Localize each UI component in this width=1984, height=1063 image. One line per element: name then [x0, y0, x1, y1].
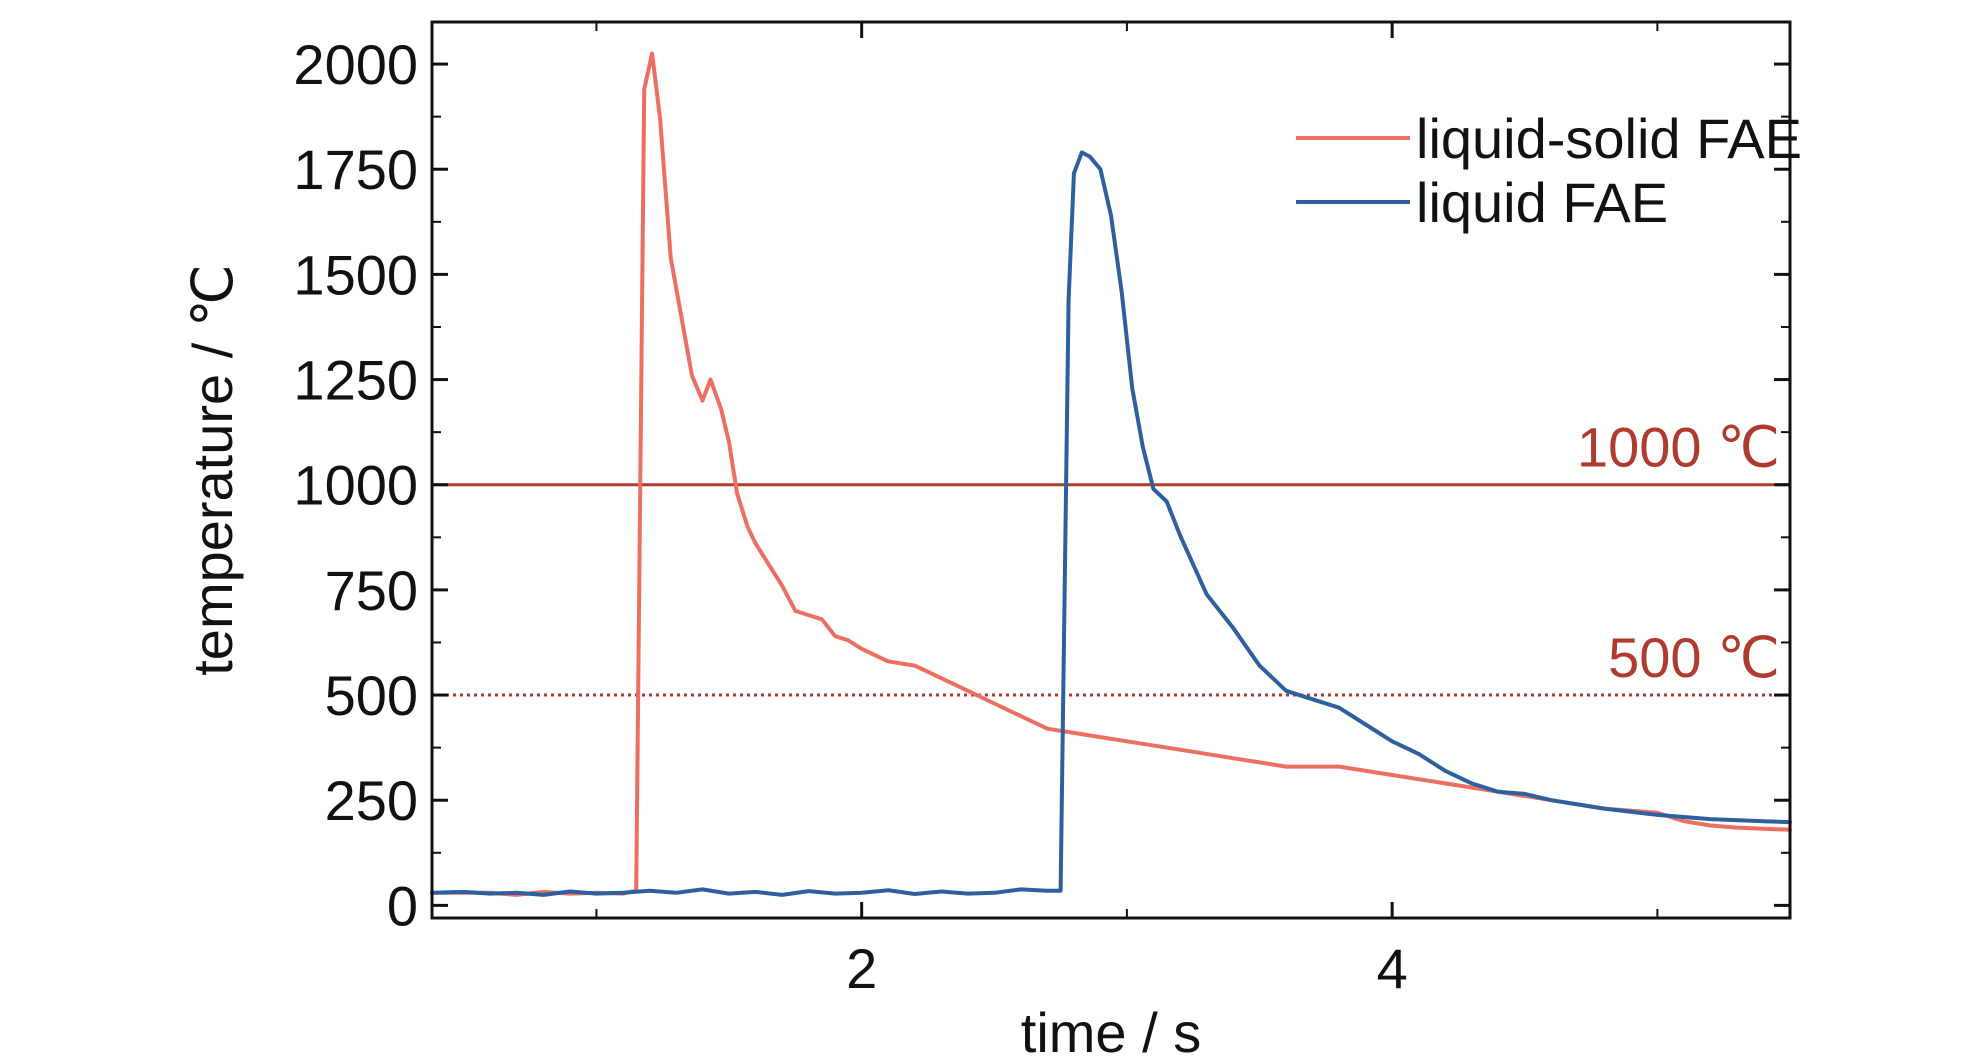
y-tick-label: 250: [325, 769, 418, 832]
reference-line-labels: 1000 ℃ 500 ℃: [1577, 416, 1780, 689]
y-tick-label: 1750: [293, 138, 418, 201]
y-tick-label: 1250: [293, 349, 418, 412]
x-axis-title: time / s: [1021, 1001, 1201, 1063]
x-tick-label: 2: [846, 937, 877, 1000]
series-layer: [430, 51, 1792, 897]
reference-lines: [432, 483, 1790, 697]
y-tick-label: 2000: [293, 33, 418, 96]
series-line-1: [430, 150, 1792, 897]
plot-frame: [430, 20, 1792, 920]
x-tick-label: 4: [1377, 937, 1408, 1000]
series-line-0: [430, 51, 1792, 897]
y-tick-label: 1000: [293, 454, 418, 517]
y-tick-label: 500: [325, 664, 418, 727]
axis-ticks: 0 250 500 750 1000 1250 1500 1750 2000 2 4: [293, 22, 1790, 1000]
y-axis-title: temperature / ℃: [181, 264, 244, 676]
y-tick-label: 750: [325, 559, 418, 622]
legend-label: liquid FAE: [1416, 171, 1668, 234]
y-tick-label: 0: [387, 874, 418, 937]
reference-line-label: 500 ℃: [1608, 626, 1780, 689]
legend-label: liquid-solid FAE: [1416, 107, 1802, 170]
y-tick-label: 1500: [293, 243, 418, 306]
reference-line-label: 1000 ℃: [1577, 416, 1780, 479]
